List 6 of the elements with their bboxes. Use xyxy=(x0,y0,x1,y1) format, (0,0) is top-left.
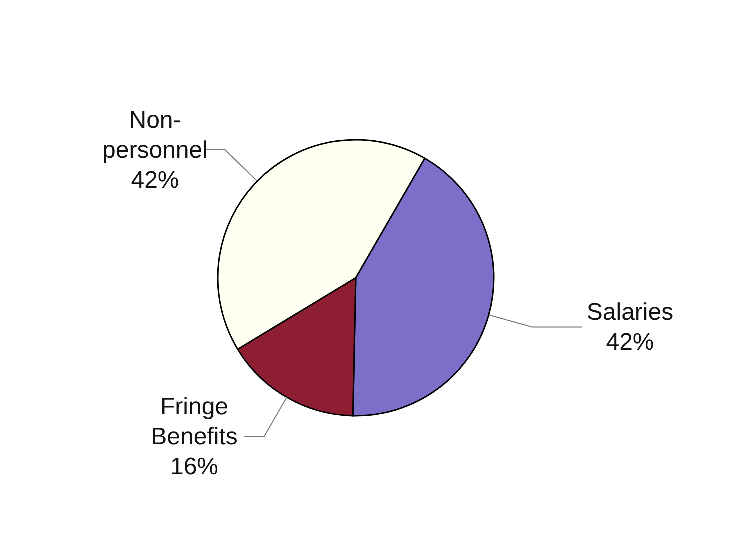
data-label: 42% xyxy=(606,329,654,356)
slice-label: Salaries xyxy=(586,299,674,326)
data-label: 16% xyxy=(170,453,219,480)
slice-label: Fringe Benefits xyxy=(151,393,238,450)
slice-label: Non-personnel xyxy=(102,106,208,164)
data-label: 42% xyxy=(131,166,180,194)
